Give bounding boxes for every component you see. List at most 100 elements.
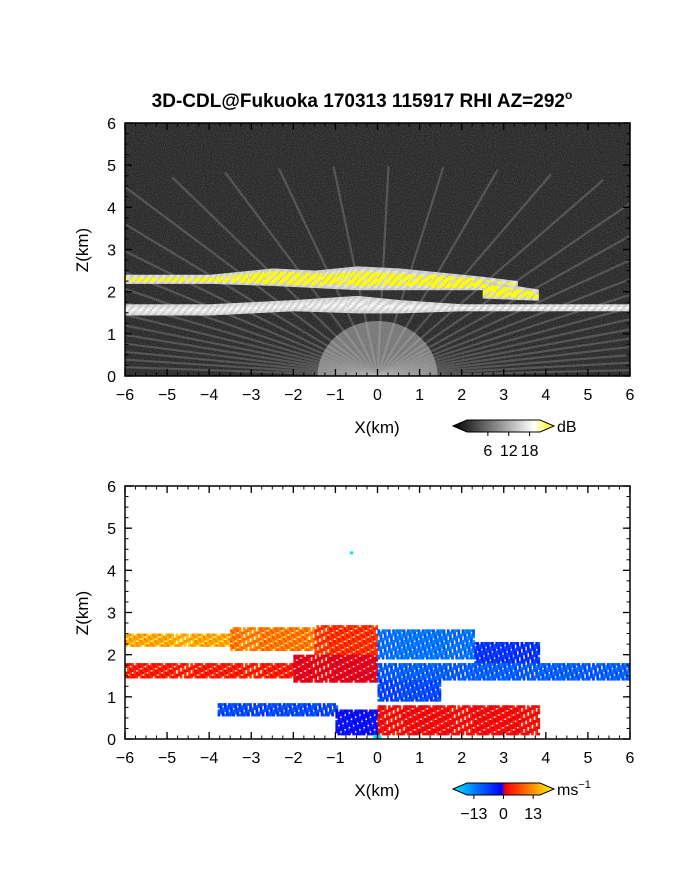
velocity-cell (263, 627, 267, 630)
snr-cell (407, 277, 411, 281)
snr-cell (348, 271, 352, 275)
velocity-cell (213, 642, 217, 645)
velocity-cell (322, 633, 326, 637)
velocity-cell (146, 635, 149, 639)
snr-cell (333, 284, 337, 287)
snr-cell (237, 278, 241, 281)
snr-cell (484, 289, 487, 293)
snr-cell (397, 302, 400, 305)
velocity-cell (164, 635, 168, 639)
snr-cell (301, 304, 305, 307)
snr-cell (449, 303, 453, 307)
velocity-cell (303, 642, 307, 645)
snr-cell (357, 281, 360, 284)
snr-cell (468, 279, 471, 283)
snr-cell (382, 310, 385, 314)
snr-colorbar: dB 6 12 18 (451, 419, 577, 460)
velocity-cell (154, 673, 158, 677)
snr-cell (333, 279, 337, 283)
snr-cell (438, 307, 441, 310)
snr-cell (289, 284, 293, 287)
snr-cell (426, 301, 429, 305)
snr-cell (343, 303, 347, 307)
velocity-cell (289, 631, 292, 635)
snr-cell (362, 302, 365, 306)
snr-cell (443, 285, 446, 289)
velocity-cell (293, 677, 297, 681)
velocity-cell (219, 675, 223, 679)
velocity-cell (284, 669, 288, 673)
velocity-cell (303, 673, 307, 677)
snr-cell (352, 270, 355, 274)
velocity-cell (196, 665, 200, 668)
snr-cell (591, 308, 594, 312)
snr-cell (404, 302, 407, 306)
snr-cell (182, 304, 185, 308)
snr-cell (288, 300, 291, 304)
snr-cell (491, 282, 494, 286)
snr-cell (305, 305, 308, 308)
snr-cell (323, 285, 326, 289)
snr-cell (234, 276, 237, 279)
snr-cell (444, 273, 448, 276)
velocity-cell (200, 669, 204, 673)
snr-cell (384, 276, 387, 280)
snr-cell (406, 277, 409, 280)
snr-cell (281, 273, 284, 276)
snr-cell (246, 302, 249, 306)
snr-cell (202, 274, 205, 278)
velocity-cell (211, 642, 214, 645)
velocity-cell (251, 627, 254, 630)
snr-cell (372, 279, 375, 283)
snr-cell (448, 279, 451, 283)
velocity-cell (238, 639, 242, 643)
snr-cell (172, 308, 175, 312)
snr-cell (453, 278, 456, 282)
snr-cell (438, 309, 441, 313)
snr-cell (345, 280, 348, 284)
velocity-cell (202, 669, 206, 673)
velocity-cell (316, 635, 320, 639)
velocity-cell (228, 669, 231, 673)
snr-cell (429, 271, 432, 275)
snr-cell (374, 271, 377, 274)
snr-cell (384, 274, 387, 278)
snr-cell (459, 274, 463, 278)
snr-cell (347, 286, 350, 290)
snr-cell (355, 300, 358, 303)
snr-cell (296, 302, 299, 305)
velocity-cell (230, 629, 233, 633)
snr-cell (207, 304, 210, 308)
velocity-cell (160, 639, 164, 643)
snr-cell (291, 306, 294, 310)
doppler-plot-area (125, 486, 630, 739)
snr-cell (375, 275, 379, 279)
snr-cell (274, 305, 278, 308)
velocity-cell (259, 646, 263, 649)
velocity-cell (360, 625, 364, 628)
snr-cell (320, 298, 323, 302)
snr-cell (128, 281, 131, 284)
snr-cell (311, 305, 315, 308)
snr-cell (269, 283, 273, 286)
snr-cell (236, 276, 239, 279)
snr-cell (232, 281, 236, 285)
snr-cell (261, 271, 264, 275)
snr-cell (335, 280, 338, 284)
snr-cell (224, 279, 227, 283)
velocity-cell (129, 673, 132, 677)
snr-cell (190, 312, 193, 316)
velocity-cell (131, 637, 135, 641)
snr-cell (404, 300, 407, 304)
velocity-cell (204, 633, 208, 637)
snr-cell (486, 294, 489, 297)
velocity-cell (171, 663, 174, 666)
snr-cell (333, 275, 337, 279)
velocity-cell (247, 629, 250, 633)
snr-cell (586, 308, 589, 312)
velocity-cell (358, 646, 362, 649)
snr-cell (295, 271, 298, 275)
snr-cell (271, 307, 274, 311)
snr-cell (175, 304, 178, 308)
velocity-cell (329, 637, 332, 641)
